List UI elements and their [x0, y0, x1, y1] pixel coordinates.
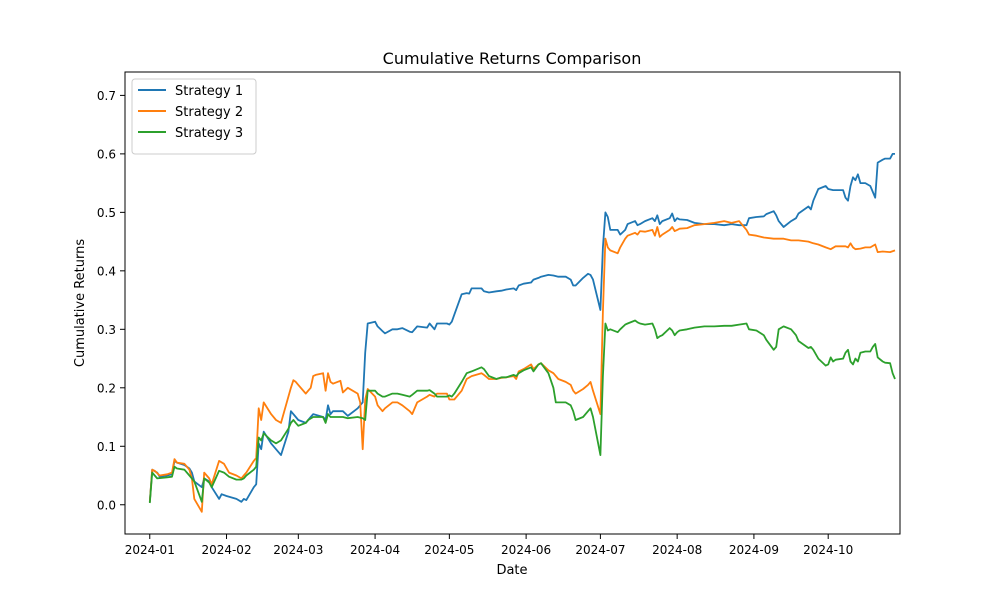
series-line-3 [148, 319, 896, 504]
y-tick-label: 0.7 [97, 89, 116, 103]
legend-label-2: Strategy 2 [175, 105, 243, 120]
x-axis: 2024-01 2024-02 2024-03 2024-04 2024-05 2024-… [125, 534, 853, 557]
y-tick-label: 0.1 [97, 440, 116, 454]
y-tick-label: 0.4 [97, 264, 116, 278]
y-tick-label: 0.2 [97, 381, 116, 395]
x-tick-label: 2024-06 [501, 543, 551, 557]
legend-label-1: Strategy 1 [175, 84, 243, 99]
y-axis-label: Cumulative Returns [73, 239, 88, 367]
x-tick-label: 2024-09 [729, 543, 779, 557]
plot-lines [148, 153, 896, 513]
y-tick-label: 0.5 [97, 206, 116, 220]
plot-frame [124, 71, 901, 535]
y-tick-label: 0.3 [97, 323, 116, 337]
x-tick-label: 2024-10 [803, 543, 853, 557]
x-tick-label: 2024-07 [575, 543, 625, 557]
legend-box [131, 78, 257, 155]
x-tick-label: 2024-05 [424, 543, 474, 557]
chart-title: Cumulative Returns Comparison [383, 49, 642, 68]
legend-label-3: Strategy 3 [175, 126, 243, 141]
y-axis: 0.0 0.1 0.2 0.3 0.4 0.5 0.6 0.7 [97, 89, 125, 512]
x-tick-label: 2024-04 [350, 543, 400, 557]
x-tick-label: 2024-01 [125, 543, 175, 557]
x-tick-label: 2024-02 [201, 543, 251, 557]
y-tick-label: 0.0 [97, 498, 116, 512]
legend: Strategy 1 Strategy 2 Strategy 3 [131, 78, 257, 155]
x-tick-label: 2024-03 [273, 543, 323, 557]
x-tick-label: 2024-08 [652, 543, 702, 557]
x-axis-label: Date [496, 563, 527, 578]
y-tick-label: 0.6 [97, 147, 116, 161]
